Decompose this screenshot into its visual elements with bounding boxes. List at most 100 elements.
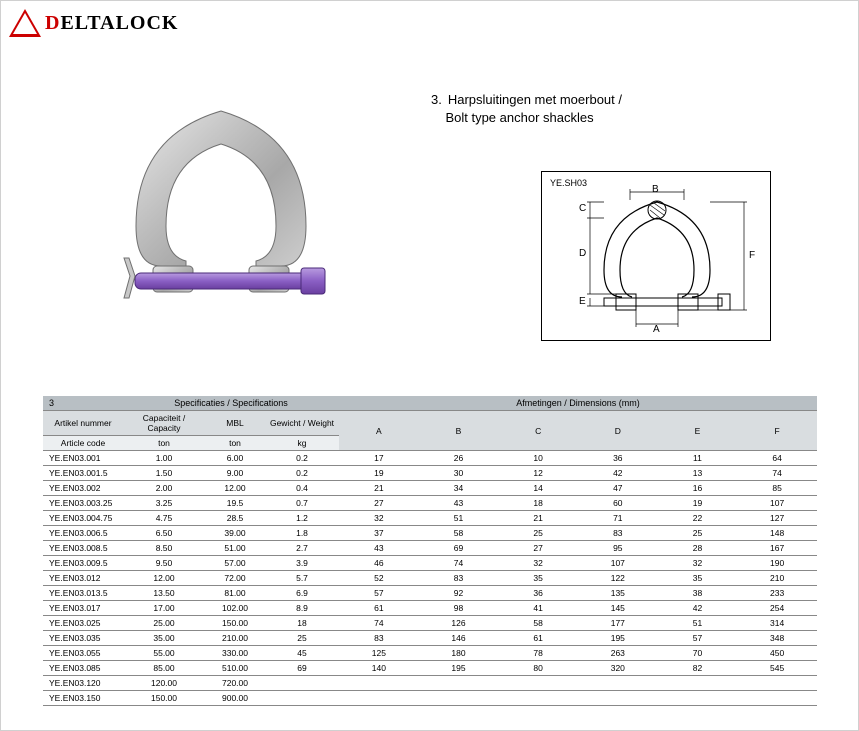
cell-mbl: 51.00 <box>205 541 265 556</box>
dim-label-f: F <box>749 250 755 261</box>
cell-capacity: 1.50 <box>123 466 205 481</box>
cell-f: 190 <box>737 556 817 571</box>
cell-capacity: 6.50 <box>123 526 205 541</box>
cell-code: YE.EN03.001 <box>43 451 123 466</box>
cell-capacity: 120.00 <box>123 676 205 691</box>
product-title-line2: Bolt type anchor shackles <box>445 110 593 125</box>
shackle-icon <box>91 76 351 336</box>
cell-mbl: 72.00 <box>205 571 265 586</box>
table-row: YE.EN03.02525.00150.0018741265817751314 <box>43 616 817 631</box>
cell-c: 27 <box>498 541 578 556</box>
diagram-drawing-icon <box>542 172 772 342</box>
cell-d: 71 <box>578 511 658 526</box>
cell-a: 52 <box>339 571 419 586</box>
cell-d: 145 <box>578 601 658 616</box>
cell-a: 74 <box>339 616 419 631</box>
cell-b: 26 <box>419 451 499 466</box>
cell-code: YE.EN03.004.75 <box>43 511 123 526</box>
cell-weight: 0.2 <box>265 451 339 466</box>
cell-weight: 1.2 <box>265 511 339 526</box>
product-title-line1: Harpsluitingen met moerbout / <box>448 92 622 107</box>
cell-f: 127 <box>737 511 817 526</box>
cell-f: 64 <box>737 451 817 466</box>
cell-capacity: 85.00 <box>123 661 205 676</box>
cell-b: 34 <box>419 481 499 496</box>
cell-mbl: 330.00 <box>205 646 265 661</box>
cell-mbl: 720.00 <box>205 676 265 691</box>
cell-weight: 45 <box>265 646 339 661</box>
product-image <box>91 76 351 336</box>
table-row: YE.EN03.08585.00510.00691401958032082545 <box>43 661 817 676</box>
cell-code: YE.EN03.013.5 <box>43 586 123 601</box>
cell-code: YE.EN03.009.5 <box>43 556 123 571</box>
cell-f <box>737 676 817 691</box>
cell-mbl: 150.00 <box>205 616 265 631</box>
cell-a <box>339 691 419 706</box>
cell-weight: 3.9 <box>265 556 339 571</box>
cell-mbl: 510.00 <box>205 661 265 676</box>
cell-weight <box>265 691 339 706</box>
cell-capacity: 25.00 <box>123 616 205 631</box>
col-a: A <box>339 411 419 451</box>
cell-e: 19 <box>658 496 738 511</box>
cell-b: 83 <box>419 571 499 586</box>
table-row: YE.EN03.01212.0072.005.752833512235210 <box>43 571 817 586</box>
cell-e: 22 <box>658 511 738 526</box>
cell-a: 27 <box>339 496 419 511</box>
cell-code: YE.EN03.035 <box>43 631 123 646</box>
cell-code: YE.EN03.120 <box>43 676 123 691</box>
logo-text-accent: D <box>45 12 60 34</box>
cell-f: 74 <box>737 466 817 481</box>
table-row: YE.EN03.008.58.5051.002.74369279528167 <box>43 541 817 556</box>
cell-b <box>419 691 499 706</box>
cell-capacity: 17.00 <box>123 601 205 616</box>
cell-a: 32 <box>339 511 419 526</box>
cell-b: 69 <box>419 541 499 556</box>
cell-weight <box>265 676 339 691</box>
cell-code: YE.EN03.150 <box>43 691 123 706</box>
cell-weight: 0.4 <box>265 481 339 496</box>
cell-a: 57 <box>339 586 419 601</box>
cell-mbl: 12.00 <box>205 481 265 496</box>
col-capacity-1: Capaciteit / Capacity <box>123 411 205 436</box>
cell-c: 18 <box>498 496 578 511</box>
cell-e: 16 <box>658 481 738 496</box>
cell-code: YE.EN03.085 <box>43 661 123 676</box>
col-d: D <box>578 411 658 451</box>
cell-code: YE.EN03.008.5 <box>43 541 123 556</box>
cell-e: 25 <box>658 526 738 541</box>
cell-d: 60 <box>578 496 658 511</box>
cell-d: 95 <box>578 541 658 556</box>
cell-c: 10 <box>498 451 578 466</box>
logo-triangle-icon <box>11 11 39 35</box>
cell-b: 43 <box>419 496 499 511</box>
cell-f: 85 <box>737 481 817 496</box>
cell-a: 19 <box>339 466 419 481</box>
cell-f: 545 <box>737 661 817 676</box>
cell-weight: 18 <box>265 616 339 631</box>
cell-c: 21 <box>498 511 578 526</box>
cell-e: 11 <box>658 451 738 466</box>
product-title: 3.Harpsluitingen met moerbout / Bolt typ… <box>431 91 622 127</box>
cell-weight: 1.8 <box>265 526 339 541</box>
cell-weight: 5.7 <box>265 571 339 586</box>
cell-d: 36 <box>578 451 658 466</box>
cell-a: 37 <box>339 526 419 541</box>
cell-f <box>737 691 817 706</box>
cell-e: 13 <box>658 466 738 481</box>
section-number: 3 <box>43 396 123 411</box>
cell-weight: 0.7 <box>265 496 339 511</box>
cell-d: 122 <box>578 571 658 586</box>
cell-mbl: 900.00 <box>205 691 265 706</box>
col-weight-1: Gewicht / Weight <box>265 411 339 436</box>
table-row: YE.EN03.0022.0012.000.4213414471685 <box>43 481 817 496</box>
spec-table-container: 3 Specificaties / Specifications Afmetin… <box>43 396 817 706</box>
cell-f: 148 <box>737 526 817 541</box>
cell-mbl: 19.5 <box>205 496 265 511</box>
hdr-specs: Specificaties / Specifications <box>123 396 339 411</box>
cell-weight: 69 <box>265 661 339 676</box>
cell-weight: 6.9 <box>265 586 339 601</box>
cell-a: 46 <box>339 556 419 571</box>
cell-code: YE.EN03.055 <box>43 646 123 661</box>
table-row: YE.EN03.006.56.5039.001.83758258325148 <box>43 526 817 541</box>
